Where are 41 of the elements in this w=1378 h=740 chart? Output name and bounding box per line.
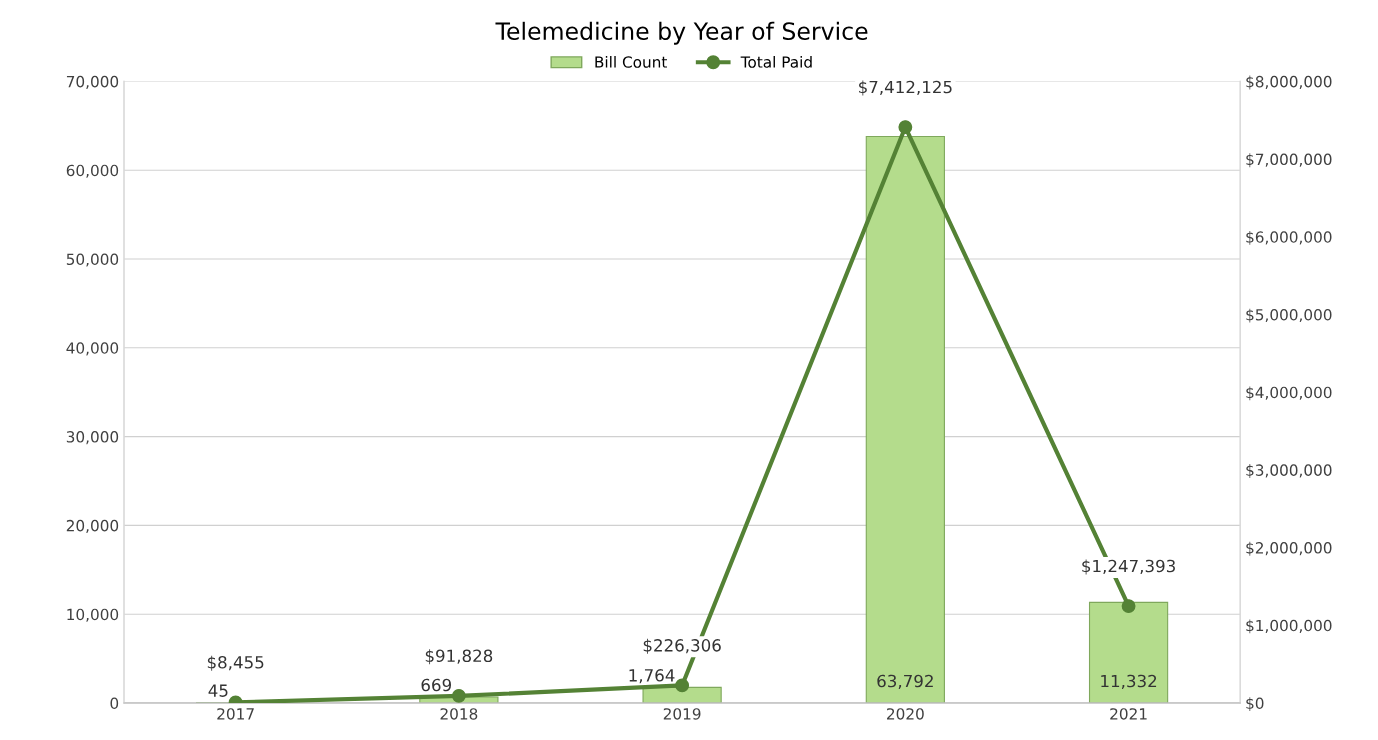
data-label: 45 [208, 684, 228, 697]
data-label: $91,828 [425, 649, 493, 665]
point [1121, 599, 1136, 614]
y-tick-label: 40,000 [66, 342, 119, 356]
y-tick-label: 30,000 [66, 431, 119, 445]
data-label: $8,455 [207, 655, 264, 671]
data-label: 11,332 [1101, 674, 1157, 690]
bar [865, 135, 945, 703]
x-tick-label: 2020 [887, 708, 924, 720]
point [898, 120, 913, 135]
data-label: $7,412,125 [859, 80, 952, 96]
point [451, 688, 466, 703]
data-label: $1,247,393 [1082, 559, 1175, 575]
y-tick-label: 50,000 [66, 253, 119, 267]
y-tick-label: 60,000 [66, 164, 119, 178]
y2-tick-label: $8,000,000 [1246, 75, 1332, 90]
y2-tick-label: $0 [1246, 697, 1264, 712]
y-tick-label: 20,000 [66, 519, 119, 533]
x-tick-label: 2021 [1110, 708, 1147, 720]
x-tick-label: 2019 [663, 708, 701, 720]
y2-tick-label: $7,000,000 [1246, 153, 1332, 168]
point [675, 678, 690, 693]
y2-tick-label: $4,000,000 [1246, 386, 1332, 401]
y2-tick-label: $2,000,000 [1246, 541, 1332, 556]
data-label: 1,764 [629, 669, 675, 684]
y2-tick-label: $1,000,000 [1246, 619, 1332, 634]
x-tick-label: 2017 [217, 708, 254, 720]
y-tick-label: 70,000 [66, 75, 119, 89]
y2-tick-label: $6,000,000 [1246, 231, 1332, 245]
y2-tick-label: $3,000,000 [1246, 464, 1332, 478]
y-tick-label: 10,000 [67, 608, 119, 622]
chart-title: Telemedicine by Year of Service [495, 21, 868, 45]
x-tick-label: 2018 [440, 708, 478, 720]
y2-tick-label: $5,000,000 [1246, 308, 1332, 323]
bar [1088, 601, 1169, 703]
legend-label: Total Paid [740, 55, 812, 68]
data-label: 669 [421, 678, 451, 692]
data-label: $226,306 [643, 638, 721, 654]
data-label: 63,792 [877, 674, 933, 690]
legend-label: Bill Count [595, 55, 668, 68]
y-tick-label: 0 [110, 697, 119, 710]
